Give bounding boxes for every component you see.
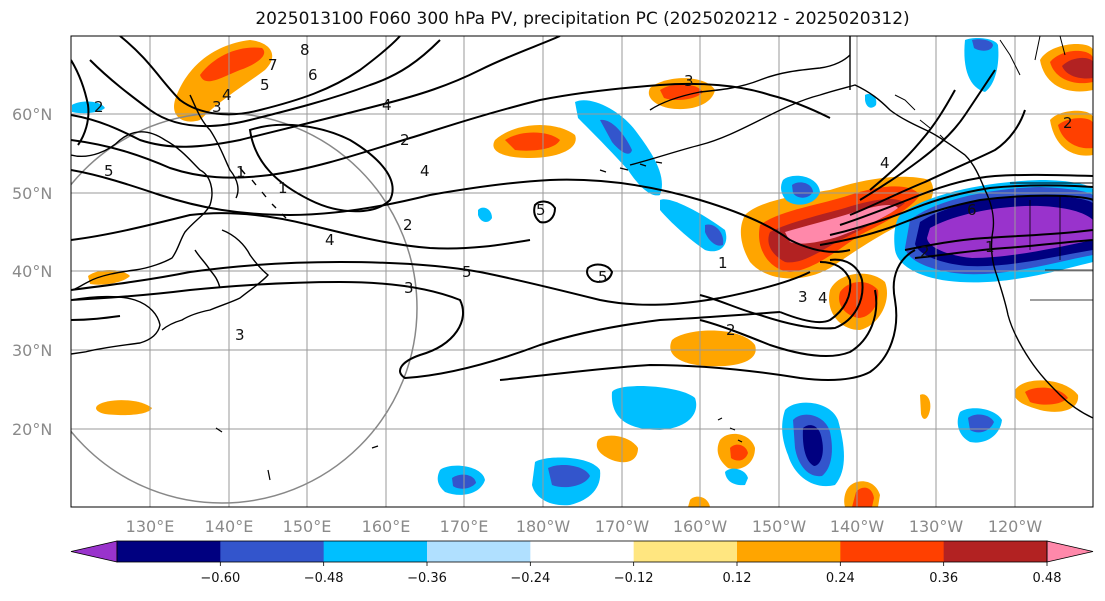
contour-label: 7 (268, 56, 278, 74)
contour-label: 5 (260, 76, 270, 94)
contour-label: 3 (235, 326, 245, 344)
contour-label: 2 (403, 216, 413, 234)
contour-label: 2 (1063, 114, 1073, 132)
contour-label: 2 (400, 131, 410, 149)
colorbar-segment (840, 541, 945, 562)
colorbar-outline (116, 540, 1048, 563)
lat-label: 40°N (12, 262, 52, 281)
lon-label: 130°E (126, 517, 175, 536)
contour-label: 4 (880, 154, 890, 172)
lon-label: 170°W (595, 517, 650, 536)
colorbar-segment (633, 541, 738, 562)
contour-label: 4 (325, 231, 335, 249)
colorbar-tick-label: 0.48 (1033, 571, 1062, 586)
contour-label: 5 (104, 162, 114, 180)
colorbar-segment (323, 541, 428, 562)
pv-contours (71, 36, 1093, 381)
contour-label: 3 (798, 288, 808, 306)
contour-label: 5 (598, 268, 608, 286)
contour-label: 2 (726, 321, 736, 339)
lon-label: 160°W (673, 517, 728, 536)
contour-label: 3 (212, 98, 222, 116)
coastlines (71, 36, 1093, 481)
colorbar-tick-label: −0.36 (407, 571, 447, 586)
contour-label: 1 (718, 254, 728, 272)
lat-label: 20°N (12, 420, 52, 439)
contour-label: 3 (684, 72, 694, 90)
contour-label: 8 (300, 41, 310, 59)
colorbar: −0.60 −0.48 −0.36 −0.24 −0.12 0.12 0.24 0.36 0.4… (70, 540, 1094, 586)
contour-label: 2 (920, 243, 930, 261)
contour-label: 4 (420, 162, 430, 180)
lon-label: 130°W (909, 517, 964, 536)
colorbar-extend-low (70, 540, 118, 563)
colorbar-tick-label: −0.48 (304, 571, 344, 586)
contour-label: 5 (462, 263, 472, 281)
lon-label: 170°E (440, 517, 489, 536)
lon-label: 150°E (283, 517, 332, 536)
contour-label: 1 (278, 179, 288, 197)
map-frame (70, 35, 1094, 508)
contour-label: 2 (94, 98, 104, 116)
colorbar-segment (427, 541, 531, 562)
latitude-labels: 60°N 50°N 40°N 30°N 20°N (12, 105, 52, 439)
map-title: 2025013100 F060 300 hPa PV, precipitatio… (255, 9, 910, 29)
colorbar-tick-label: −0.60 (200, 571, 240, 586)
colorbar-segment (943, 541, 1048, 562)
lon-label: 160°E (362, 517, 411, 536)
longitude-labels: 130°E 140°E 150°E 160°E 170°E 180°W 170°… (126, 517, 1043, 536)
lon-label: 150°W (752, 517, 807, 536)
lat-label: 30°N (12, 341, 52, 360)
colorbar-tick-label: 0.24 (826, 571, 855, 586)
lon-label: 140°E (205, 517, 254, 536)
contour-label: 5 (536, 201, 546, 219)
contour-labels: 8 7 6 5 4 3 2 1 2 4 5 4 1 2 4 3 5 5 3 4 … (94, 41, 1073, 344)
colorbar-tick-label: −0.24 (510, 571, 550, 586)
colorbar-tick-label: −0.12 (614, 571, 654, 586)
contour-label: 4 (818, 289, 828, 307)
colorbar-segment (220, 541, 325, 562)
contour-label: 4 (382, 96, 392, 114)
colorbar-tick-label: 0.12 (723, 571, 752, 586)
contour-label: 3 (404, 279, 414, 297)
lon-label: 180°W (516, 517, 571, 536)
contour-label: 6 (967, 201, 977, 219)
contour-label: 4 (222, 86, 232, 104)
contour-label: 1 (236, 163, 246, 181)
colorbar-tick-label: 0.36 (929, 571, 958, 586)
contour-label: 6 (308, 66, 318, 84)
lat-label: 50°N (12, 184, 52, 203)
contour-label: 1 (985, 238, 995, 256)
colorbar-segment (530, 541, 635, 562)
colorbar-extend-high (1046, 540, 1094, 563)
colorbar-segment (737, 541, 841, 562)
lon-label: 120°W (988, 517, 1043, 536)
colorbar-segment (117, 541, 221, 562)
lat-label: 60°N (12, 105, 52, 124)
range-circle (71, 112, 418, 504)
lon-label: 140°W (830, 517, 885, 536)
